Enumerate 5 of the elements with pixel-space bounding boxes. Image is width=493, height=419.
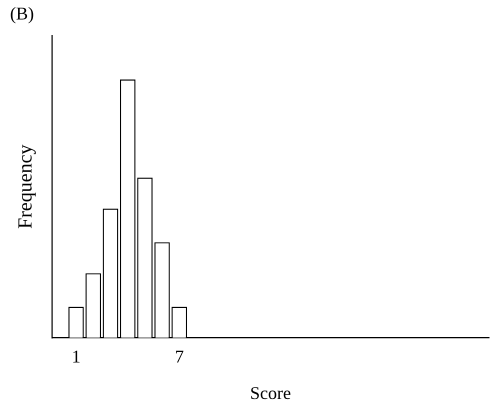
x-axis-title: Score [250, 382, 291, 403]
chart-title: (B) [10, 4, 34, 24]
y-axis-title: Frequency [14, 144, 36, 229]
x-tick-label: 1 [72, 346, 81, 366]
x-tick-label: 7 [174, 346, 184, 366]
